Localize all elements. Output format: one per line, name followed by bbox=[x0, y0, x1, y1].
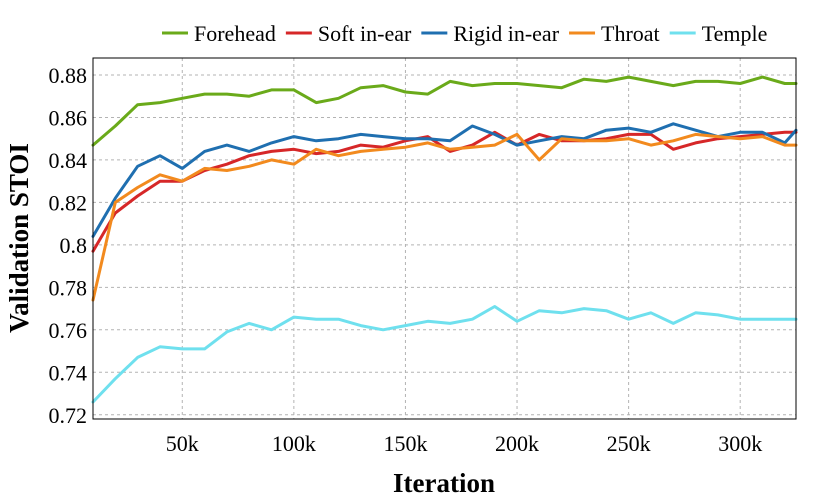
legend: Forehead Soft in-ear Rigid in-ear Throat Tem… bbox=[162, 21, 767, 46]
legend-label: Temple bbox=[702, 21, 768, 46]
y-tick-label: 0.82 bbox=[49, 190, 88, 215]
y-tick-label: 0.72 bbox=[49, 403, 88, 428]
x-tick-label: 250k bbox=[607, 431, 651, 456]
series-line-rigid-in-ear bbox=[91, 122, 798, 238]
y-tick-label: 0.78 bbox=[49, 275, 88, 300]
y-tick-labels: 0.72 0.74 0.76 0.78 0.8 0.82 0.84 0.86 0.88 bbox=[49, 63, 88, 428]
series-line-forehead bbox=[91, 75, 798, 147]
legend-item-temple: Temple bbox=[669, 21, 768, 46]
series-line-temple bbox=[91, 305, 798, 404]
legend-label: Soft in-ear bbox=[318, 21, 412, 46]
x-tick-label: 200k bbox=[495, 431, 539, 456]
y-tick-label: 0.84 bbox=[49, 148, 88, 173]
grid bbox=[93, 58, 796, 419]
plot-frame bbox=[92, 57, 797, 420]
legend-item-throat: Throat bbox=[569, 21, 660, 46]
legend-item-soft-in-ear: Soft in-ear bbox=[285, 21, 412, 46]
y-axis-title: Validation STOI bbox=[4, 143, 34, 333]
legend-label: Forehead bbox=[194, 21, 276, 46]
series-lines bbox=[91, 75, 798, 404]
y-tick-label: 0.74 bbox=[49, 360, 88, 385]
x-tick-labels: 50k 100k 150k 200k 250k 300k bbox=[166, 431, 762, 456]
x-tick-label: 100k bbox=[272, 431, 316, 456]
legend-label: Throat bbox=[601, 21, 660, 46]
x-tick-label: 150k bbox=[383, 431, 427, 456]
y-tick-label: 0.8 bbox=[60, 233, 88, 258]
series-line-throat bbox=[91, 132, 798, 302]
legend-item-forehead: Forehead bbox=[162, 21, 276, 46]
legend-item-rigid-in-ear: Rigid in-ear bbox=[421, 21, 560, 46]
y-tick-label: 0.86 bbox=[49, 105, 88, 130]
x-axis-title: Iteration bbox=[393, 468, 495, 498]
x-tick-label: 300k bbox=[718, 431, 762, 456]
y-tick-label: 0.76 bbox=[49, 318, 88, 343]
y-tick-label: 0.88 bbox=[49, 63, 88, 88]
x-tick-label: 50k bbox=[166, 431, 199, 456]
legend-label: Rigid in-ear bbox=[453, 21, 559, 46]
series-line-soft-in-ear bbox=[91, 130, 798, 253]
